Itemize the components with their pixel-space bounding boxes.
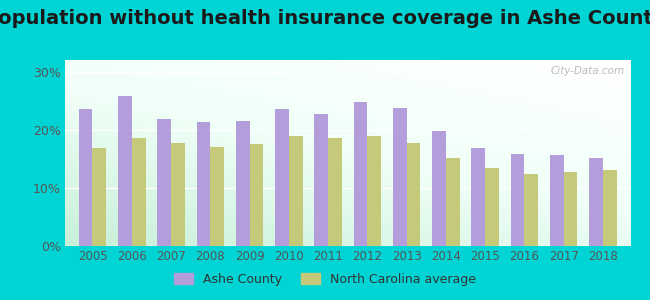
Bar [393,108,407,246]
Bar [564,172,577,246]
Bar [171,142,185,246]
Bar [289,136,303,246]
Bar [590,158,603,246]
Bar [250,144,263,246]
Bar [315,114,328,246]
Bar [446,158,460,246]
Bar [196,122,211,246]
Bar [92,148,106,246]
Legend: Ashe County, North Carolina average: Ashe County, North Carolina average [170,268,480,291]
Bar [603,170,617,246]
Bar [550,155,564,246]
Bar [328,139,342,246]
Text: City-Data.com: City-Data.com [551,66,625,76]
Bar [432,131,446,246]
Bar [525,174,538,246]
Bar [354,102,367,246]
Bar [132,139,146,246]
Text: Population without health insurance coverage in Ashe County: Population without health insurance cove… [0,9,650,28]
Bar [118,96,132,246]
Bar [485,168,499,246]
Bar [236,121,250,246]
Bar [79,110,92,246]
Bar [157,119,171,246]
Bar [211,147,224,246]
Bar [511,154,525,246]
Bar [471,148,485,246]
Bar [275,110,289,246]
Bar [407,142,421,246]
Bar [367,136,381,246]
